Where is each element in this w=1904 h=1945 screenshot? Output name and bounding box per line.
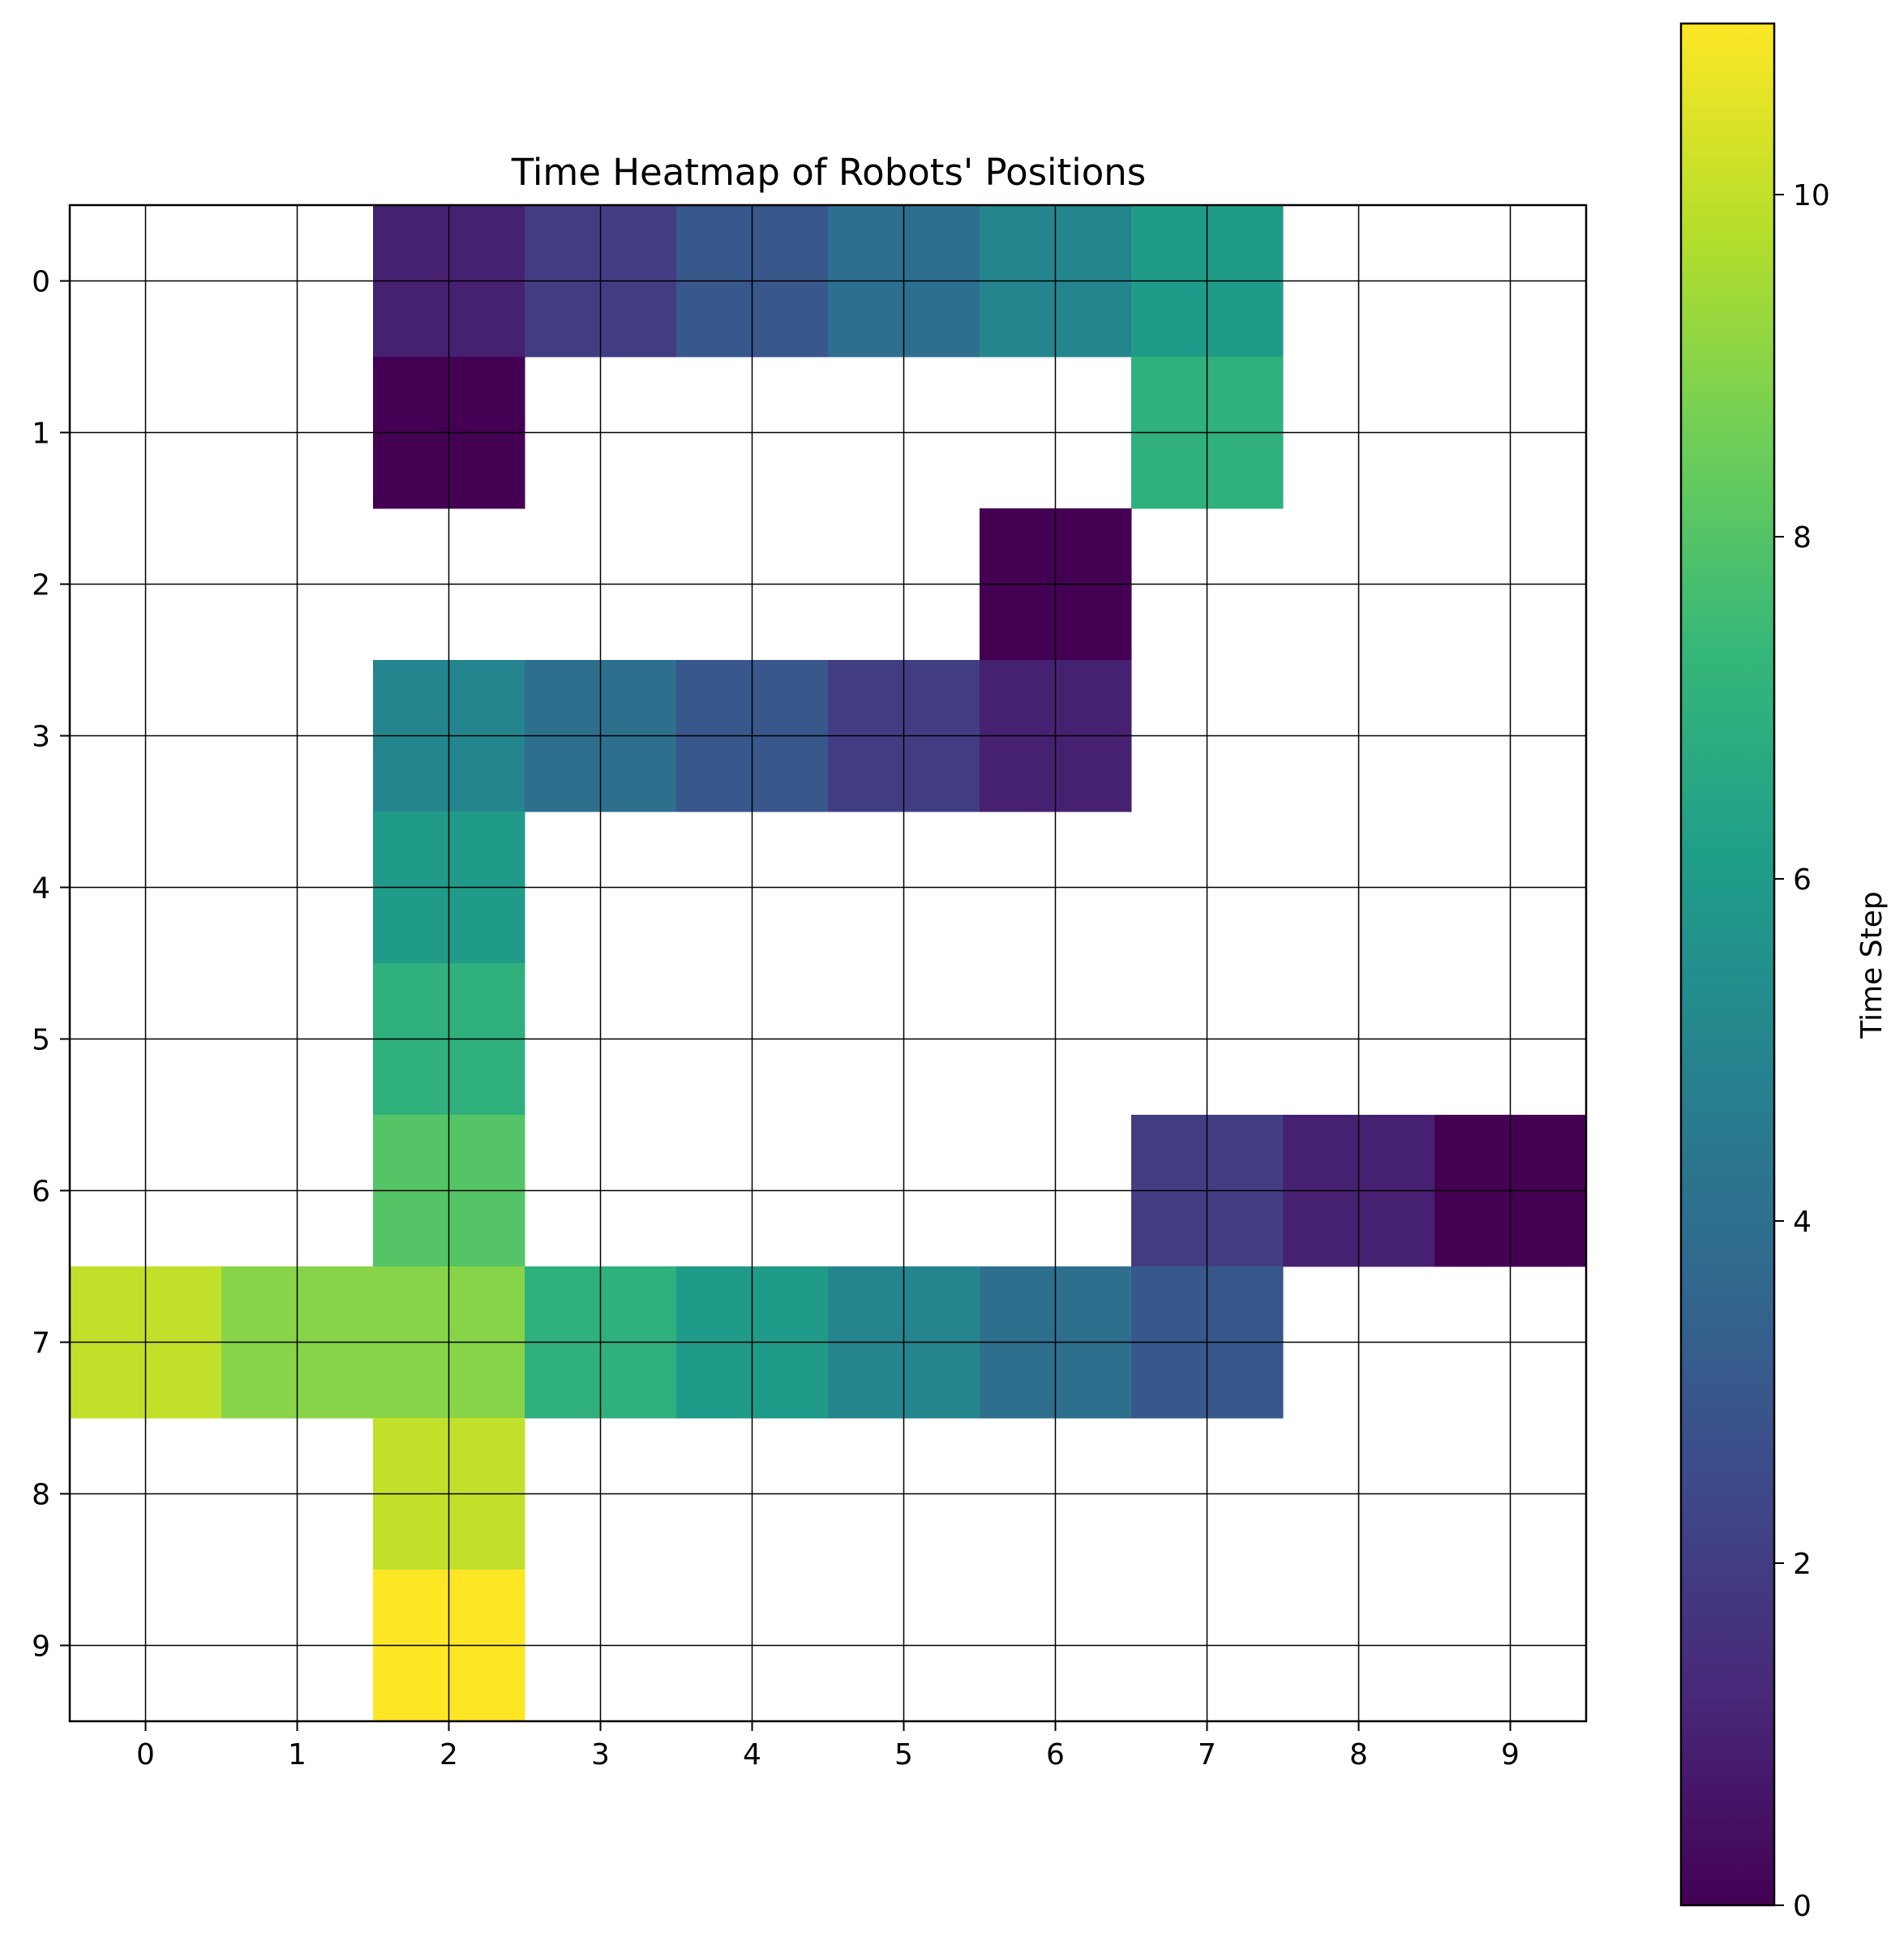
y-axis-ticks: 0 1 2 3 4 5 6 7 8 9	[32, 266, 70, 1664]
x-axis-ticks: 0 1 2 3 4 5 6 7 8 9	[136, 1721, 1520, 1771]
colorbar-tick-label-3: 6	[1793, 863, 1812, 897]
x-tick-label-4: 4	[743, 1738, 761, 1771]
y-tick-label-5: 5	[32, 1024, 50, 1057]
y-tick-label-8: 8	[32, 1479, 50, 1512]
y-tick-label-0: 0	[32, 266, 50, 299]
y-tick-label-2: 2	[32, 569, 50, 602]
x-tick-label-0: 0	[136, 1738, 155, 1771]
colorbar-ticks: 0 2 4 6 8 10	[1774, 179, 1830, 1923]
x-tick-label-8: 8	[1349, 1738, 1368, 1771]
plot-frame	[68, 203, 1588, 1723]
x-tick-label-7: 7	[1198, 1738, 1216, 1771]
y-tick-label-3: 3	[32, 721, 50, 754]
x-tick-label-1: 1	[288, 1738, 307, 1771]
colorbar	[1679, 22, 1776, 1907]
x-tick-label-2: 2	[440, 1738, 458, 1771]
colorbar-label: Time Step	[1855, 891, 1889, 1039]
colorbar-tick-label-5: 10	[1793, 179, 1830, 212]
x-tick-label-5: 5	[894, 1738, 913, 1771]
x-tick-label-9: 9	[1501, 1738, 1520, 1771]
x-tick-label-3: 3	[591, 1738, 610, 1771]
x-tick-label-6: 6	[1046, 1738, 1065, 1771]
y-tick-label-4: 4	[32, 872, 50, 906]
chart-title: Time Heatmap of Robots' Positions	[511, 151, 1146, 194]
colorbar-tick-label-4: 8	[1793, 521, 1812, 555]
colorbar-tick-label-1: 2	[1793, 1548, 1812, 1581]
y-tick-label-9: 9	[32, 1630, 50, 1664]
colorbar-tick-label-2: 4	[1793, 1206, 1812, 1239]
colorbar-tick-label-0: 0	[1793, 1890, 1812, 1923]
grid-lines	[70, 205, 1586, 1721]
y-tick-label-1: 1	[32, 418, 50, 451]
y-tick-label-7: 7	[32, 1327, 50, 1360]
y-tick-label-6: 6	[32, 1176, 50, 1209]
